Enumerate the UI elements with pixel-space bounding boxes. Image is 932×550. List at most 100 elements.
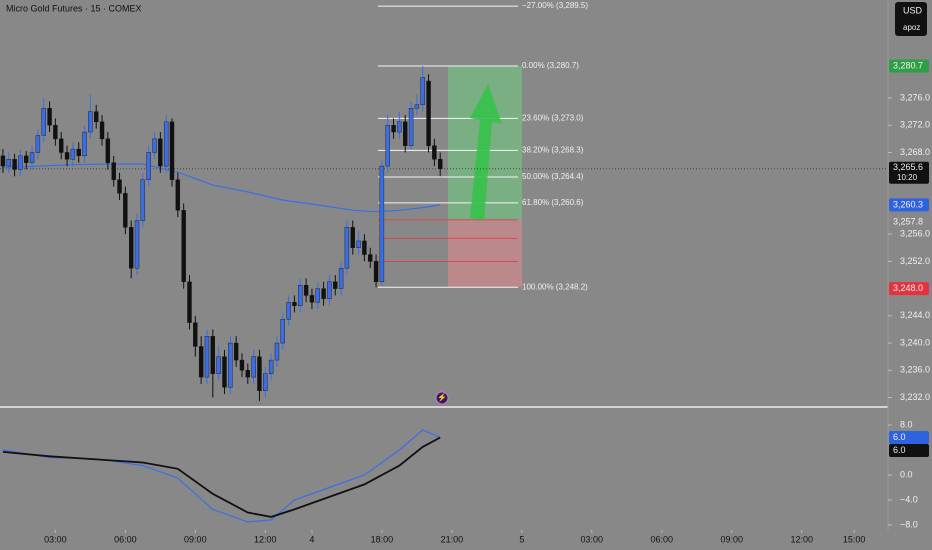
price-badge [889, 198, 929, 212]
candle-body [414, 104, 420, 109]
price-badge [889, 59, 929, 73]
candle-body [111, 162, 116, 180]
candle-body [105, 138, 111, 163]
candle-body [94, 111, 99, 123]
x-tick-label: 21:00 [441, 534, 464, 544]
candle-body [18, 155, 23, 170]
currency: USD [903, 5, 923, 15]
candle-body [280, 319, 285, 344]
indicator-line [2, 436, 441, 518]
candle-body [134, 220, 140, 269]
y-tick-label: 3,268.0 [900, 147, 930, 157]
y-tick-label: 3,272.0 [900, 120, 930, 130]
candle-body [204, 336, 210, 378]
fib-label: 23.60% (3,273.0) [522, 114, 584, 123]
candle-body [309, 295, 315, 303]
candle-body [321, 288, 326, 300]
y-tick-label: 3,240.0 [900, 337, 930, 347]
y-tick-label: 8.0 [900, 419, 913, 429]
candle-body [29, 152, 35, 163]
fib-label: 0.00% (3,280.7) [522, 61, 579, 70]
y-tick-label: 3,252.0 [900, 256, 930, 266]
y-tick-label: 3,276.0 [900, 92, 930, 102]
candle-body [35, 135, 41, 153]
candle-body [333, 281, 338, 289]
candle-body [198, 346, 204, 378]
y-tick-label: 3,244.0 [900, 310, 930, 320]
candle-body [368, 254, 373, 262]
candle-body [59, 138, 64, 153]
candle-body [187, 281, 192, 323]
countdown-label: 10:20 [897, 173, 918, 182]
candle-body [163, 121, 169, 167]
candle-body [286, 302, 291, 320]
fib-label: 61.80% (3,260.6) [522, 198, 584, 207]
x-tick-label: 09:00 [184, 534, 207, 544]
candle-body [391, 125, 396, 133]
candle-body [210, 336, 216, 374]
x-tick-label: 5 [519, 534, 524, 544]
candle-body [24, 155, 29, 163]
candle-body [303, 285, 309, 296]
current-price-label: 3,265.6 [893, 162, 923, 172]
candle-body [338, 267, 344, 289]
candle-body [257, 356, 262, 391]
x-tick-label: 03:00 [44, 534, 67, 544]
fib-label: 38.20% (3,268.3) [522, 146, 584, 155]
chart-title: Micro Gold Futures · 15 · COMEX [6, 3, 142, 13]
y-tick-label: 3,232.0 [900, 392, 930, 402]
account: apoz [903, 23, 920, 32]
x-tick-label: 15:00 [843, 534, 866, 544]
price-badge-label: 3,248.0 [893, 283, 923, 293]
candle-body [41, 108, 46, 136]
candle-body [420, 77, 425, 106]
candle-body [123, 193, 128, 228]
y-tick-label: 3,236.0 [900, 365, 930, 375]
candle-body [158, 138, 163, 167]
candle-body [239, 359, 245, 371]
fib-label: −27.00% (3,289.5) [522, 1, 588, 10]
candle-body [222, 356, 227, 388]
moving-average [2, 163, 441, 213]
event-icon-glyph: ⚡ [437, 392, 447, 402]
currency-box[interactable] [895, 2, 927, 36]
candle-body [362, 240, 367, 255]
candle-body [99, 121, 105, 140]
candle-body [245, 370, 251, 378]
candle-body [88, 111, 93, 133]
candle-body [6, 159, 11, 167]
x-tick-label: 03:00 [581, 534, 604, 544]
candle-body [373, 261, 379, 282]
y-tick-label: −4.0 [900, 494, 918, 504]
x-tick-label: 12:00 [790, 534, 813, 544]
event-icon[interactable] [435, 391, 449, 405]
candle-body [379, 165, 385, 282]
candle-body [233, 342, 239, 361]
candle-body [228, 342, 233, 388]
price-badge [889, 282, 929, 296]
candle-body [175, 179, 181, 211]
candle-body [193, 322, 198, 347]
x-tick-label: 09:00 [720, 534, 743, 544]
candle-body [181, 210, 186, 282]
stop-zone [448, 219, 522, 288]
candle-body [268, 359, 274, 374]
candle-body [146, 152, 151, 180]
candle-body [356, 240, 361, 248]
candle-body [117, 179, 122, 194]
candle-body [403, 121, 408, 146]
x-tick-label: 12:00 [254, 534, 277, 544]
candle-body [128, 227, 134, 269]
current-price-badge [889, 161, 929, 184]
candle-body [426, 80, 431, 146]
candle-body [53, 125, 58, 140]
y-tick-label: −8.0 [900, 519, 918, 529]
candle-body [327, 281, 332, 300]
candle-body [315, 288, 320, 303]
x-tick-label: 06:00 [651, 534, 674, 544]
price-badge-label: 6.0 [893, 445, 906, 455]
candle-body [251, 356, 256, 378]
price-badge-label: 3,260.3 [893, 199, 923, 209]
candle-body [438, 159, 443, 170]
